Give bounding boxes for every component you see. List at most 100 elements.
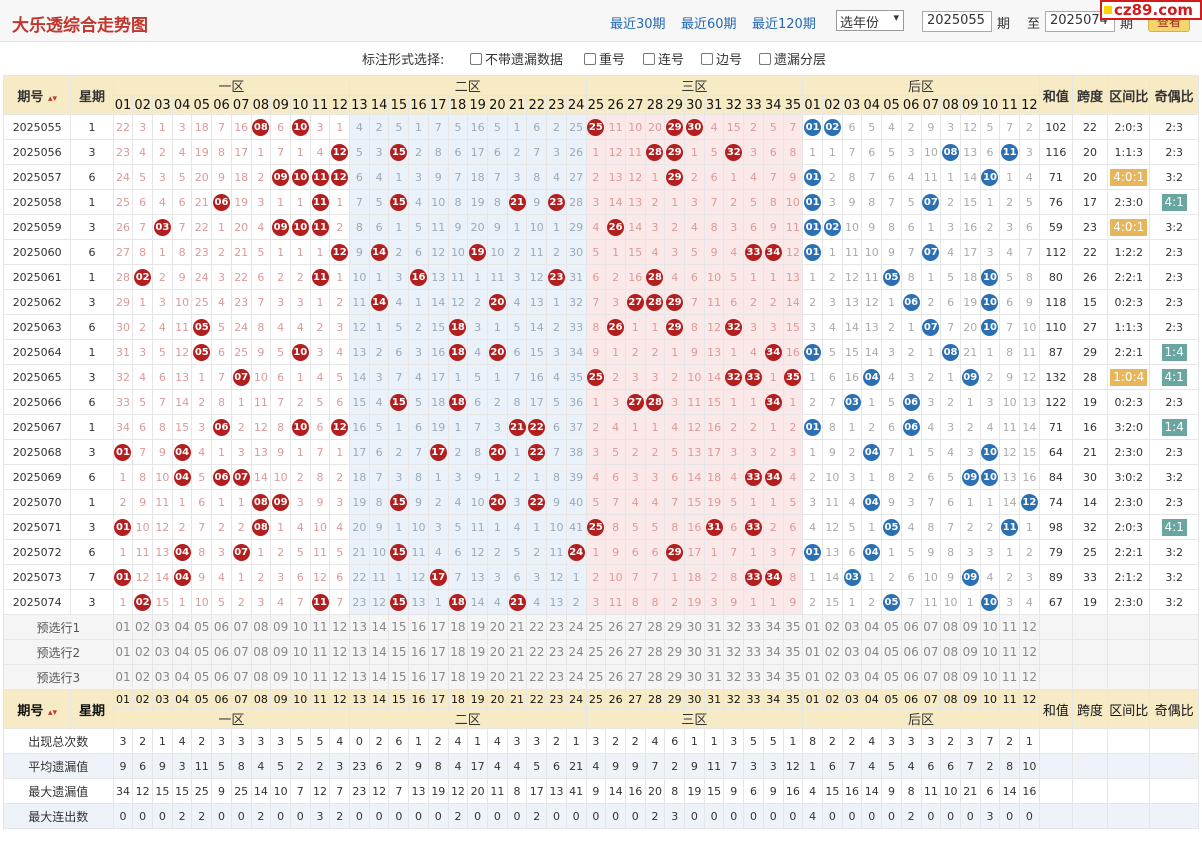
preselect-number[interactable]: 33: [743, 614, 764, 640]
preselect-number[interactable]: 19: [467, 664, 488, 690]
preselect-number[interactable]: 01: [112, 664, 134, 690]
preselect-number[interactable]: 24: [565, 614, 587, 640]
preselect-number[interactable]: 28: [644, 639, 666, 665]
checkbox-icon[interactable]: [643, 52, 655, 65]
recent-60-link[interactable]: 最近60期: [681, 17, 737, 32]
preselect-number[interactable]: 34: [762, 639, 784, 665]
preselect-number[interactable]: 14: [368, 639, 390, 665]
preselect-number[interactable]: 01: [112, 614, 134, 640]
preselect-number[interactable]: 15: [388, 639, 410, 665]
preselect-number[interactable]: 19: [467, 614, 488, 640]
preselect-number[interactable]: 13: [349, 664, 370, 690]
preselect-number[interactable]: 07: [230, 614, 252, 640]
preselect-number[interactable]: 10: [979, 639, 1001, 665]
preselect-number[interactable]: 02: [822, 664, 843, 690]
checkbox-icon[interactable]: [701, 52, 713, 65]
preselect-number[interactable]: 14: [368, 614, 390, 640]
preselect-number[interactable]: 12: [1019, 639, 1040, 665]
preselect-number[interactable]: 21: [506, 664, 528, 690]
preselect-number[interactable]: 04: [171, 639, 193, 665]
preselect-number[interactable]: 11: [309, 614, 331, 640]
sort-icon[interactable]: ▴▾: [47, 93, 57, 104]
preselect-number[interactable]: 23: [546, 639, 567, 665]
preselect-number[interactable]: 30: [684, 639, 705, 665]
preselect-number[interactable]: 27: [624, 614, 646, 640]
preselect-number[interactable]: 02: [132, 664, 154, 690]
sort-icon[interactable]: ▴▾: [47, 707, 57, 718]
preselect-number[interactable]: 09: [270, 614, 291, 640]
preselect-number[interactable]: 12: [1019, 614, 1040, 640]
preselect-number[interactable]: 30: [684, 664, 705, 690]
preselect-number[interactable]: 06: [211, 664, 232, 690]
preselect-number[interactable]: 07: [920, 614, 942, 640]
preselect-number[interactable]: 32: [723, 664, 745, 690]
preselect-number[interactable]: 05: [881, 639, 902, 665]
preselect-number[interactable]: 29: [664, 639, 686, 665]
preselect-number[interactable]: 34: [762, 614, 784, 640]
preselect-number[interactable]: 05: [191, 639, 213, 665]
preselect-number[interactable]: 10: [289, 614, 311, 640]
preselect-number[interactable]: 32: [723, 614, 745, 640]
preselect-number[interactable]: 10: [979, 664, 1001, 690]
preselect-number[interactable]: 04: [171, 614, 193, 640]
preselect-number[interactable]: 21: [506, 614, 528, 640]
preselect-number[interactable]: 14: [368, 664, 390, 690]
preselect-number[interactable]: 28: [644, 664, 666, 690]
preselect-number[interactable]: 16: [408, 639, 429, 665]
preselect-number[interactable]: 16: [408, 664, 429, 690]
preselect-number[interactable]: 06: [900, 664, 922, 690]
preselect-number[interactable]: 25: [585, 639, 607, 665]
preselect-number[interactable]: 07: [230, 664, 252, 690]
preselect-number[interactable]: 17: [427, 639, 449, 665]
preselect-number[interactable]: 31: [703, 614, 725, 640]
preselect-number[interactable]: 06: [900, 639, 922, 665]
preselect-number[interactable]: 18: [447, 639, 469, 665]
from-period-input[interactable]: 2025055: [922, 11, 992, 32]
preselect-number[interactable]: 02: [132, 639, 154, 665]
period-header[interactable]: 期号 ▴▾: [2, 75, 72, 115]
preselect-number[interactable]: 27: [624, 664, 646, 690]
preselect-number[interactable]: 35: [782, 614, 804, 640]
preselect-number[interactable]: 28: [644, 614, 666, 640]
preselect-number[interactable]: 22: [526, 664, 548, 690]
recent-30-link[interactable]: 最近30期: [610, 17, 666, 32]
preselect-number[interactable]: 11: [309, 664, 331, 690]
preselect-number[interactable]: 05: [191, 614, 213, 640]
preselect-number[interactable]: 34: [762, 664, 784, 690]
option-no-missing[interactable]: 不带遗漏数据: [470, 49, 563, 68]
to-period-input[interactable]: 2025074: [1045, 11, 1115, 32]
preselect-number[interactable]: 08: [940, 639, 961, 665]
preselect-number[interactable]: 12: [329, 614, 351, 640]
preselect-number[interactable]: 04: [171, 664, 193, 690]
preselect-number[interactable]: 30: [684, 614, 705, 640]
preselect-number[interactable]: 05: [881, 664, 902, 690]
preselect-number[interactable]: 07: [920, 639, 942, 665]
preselect-number[interactable]: 15: [388, 614, 410, 640]
checkbox-icon[interactable]: [470, 52, 482, 65]
preselect-number[interactable]: 31: [703, 639, 725, 665]
preselect-number[interactable]: 18: [447, 614, 469, 640]
preselect-number[interactable]: 24: [565, 639, 587, 665]
preselect-number[interactable]: 01: [802, 639, 823, 665]
preselect-number[interactable]: 09: [959, 664, 981, 690]
preselect-number[interactable]: 23: [546, 614, 567, 640]
preselect-number[interactable]: 11: [999, 639, 1021, 665]
preselect-number[interactable]: 29: [664, 664, 686, 690]
checkbox-icon[interactable]: [584, 52, 596, 65]
preselect-number[interactable]: 08: [940, 664, 961, 690]
preselect-number[interactable]: 09: [959, 614, 981, 640]
preselect-number[interactable]: 25: [585, 614, 607, 640]
checkbox-icon[interactable]: [759, 52, 771, 65]
preselect-number[interactable]: 20: [487, 614, 508, 640]
preselect-number[interactable]: 22: [526, 639, 548, 665]
preselect-number[interactable]: 31: [703, 664, 725, 690]
preselect-number[interactable]: 33: [743, 639, 764, 665]
preselect-number[interactable]: 05: [191, 664, 213, 690]
option-consecutive[interactable]: 连号: [643, 49, 684, 68]
preselect-number[interactable]: 12: [329, 664, 351, 690]
preselect-number[interactable]: 21: [506, 639, 528, 665]
preselect-number[interactable]: 07: [230, 639, 252, 665]
preselect-number[interactable]: 11: [309, 639, 331, 665]
preselect-number[interactable]: 25: [585, 664, 607, 690]
preselect-number[interactable]: 10: [979, 614, 1001, 640]
